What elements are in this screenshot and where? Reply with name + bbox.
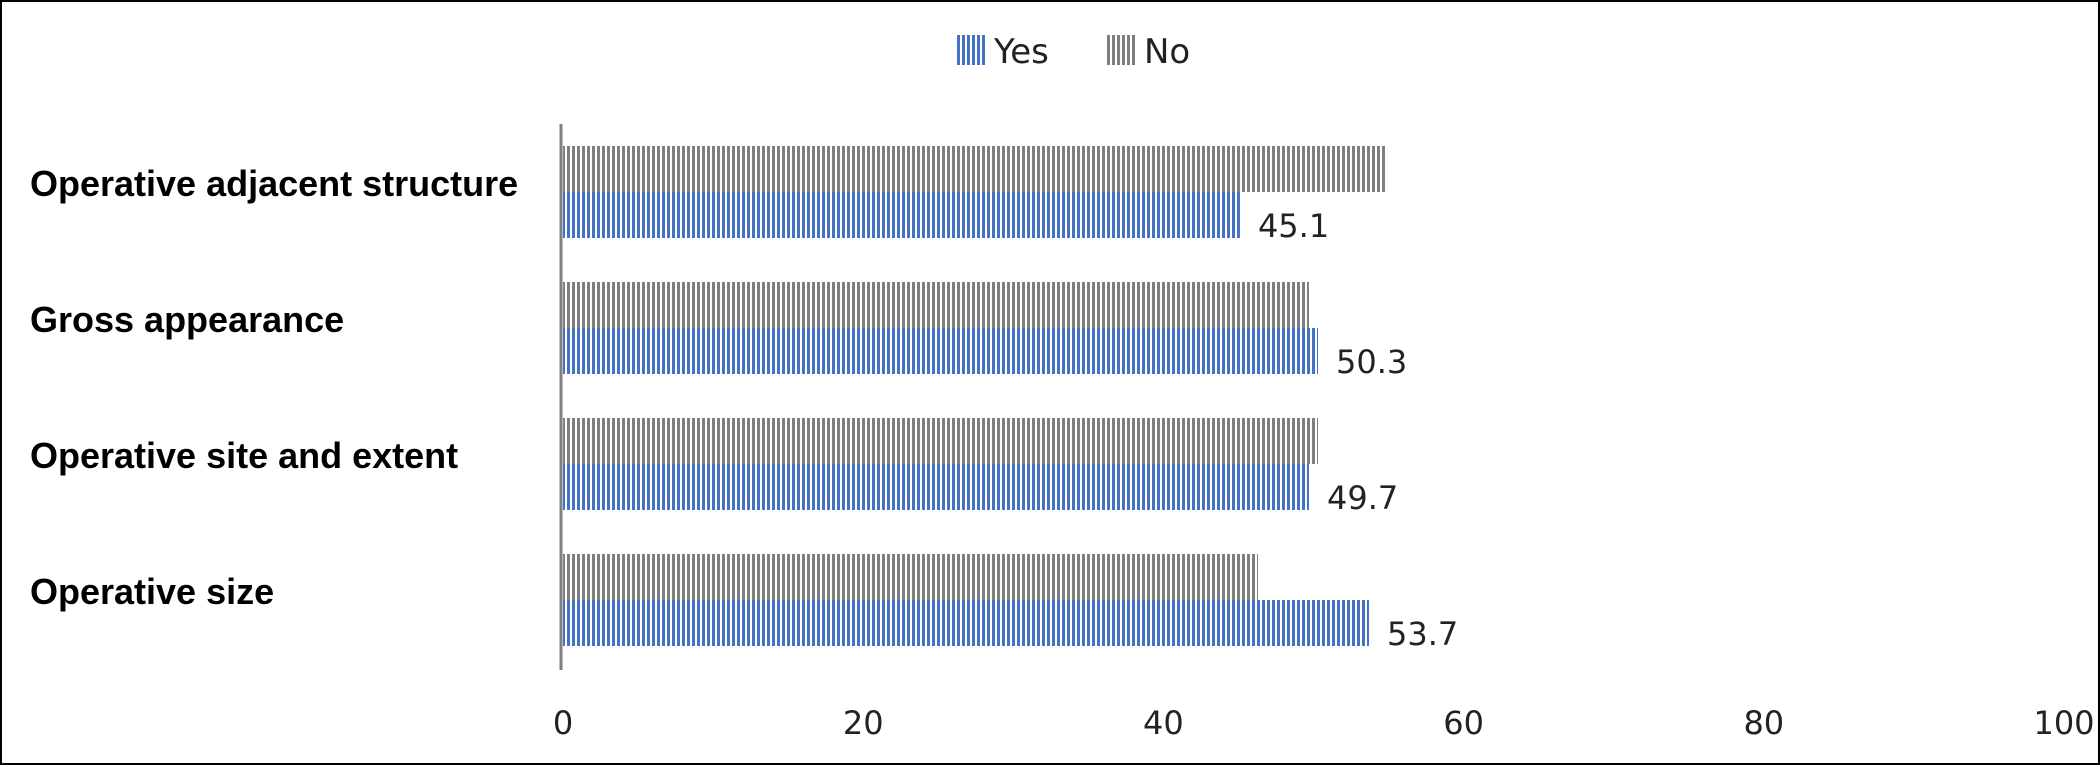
x-tick-labels: 0 20 40 60 80 100 [553,704,2095,742]
x-tick-label-1: 20 [843,704,884,742]
data-label-yes-0: 45.1 [1258,207,1329,245]
x-tick-label-3: 60 [1443,704,1484,742]
x-tick-label-5: 100 [2033,704,2094,742]
category-label-2: Operative site and extent [30,435,458,476]
bars-group [563,146,1388,646]
legend-swatch-yes [957,35,987,65]
bar-no-1 [563,282,1309,328]
bar-yes-1 [563,328,1319,374]
bar-no-3 [563,554,1258,600]
bar-yes-0 [563,192,1240,238]
legend-label-yes: Yes [993,32,1049,72]
category-label-1: Gross appearance [30,299,344,340]
data-label-yes-2: 49.7 [1327,479,1398,517]
legend-label-no: No [1144,32,1190,72]
bar-yes-3 [563,600,1370,646]
category-label-3: Operative size [30,571,274,612]
data-label-yes-3: 53.7 [1387,615,1458,653]
data-label-yes-1: 50.3 [1336,343,1407,381]
bar-yes-2 [563,464,1309,510]
category-labels: Operative adjacent structure Gross appear… [30,163,518,612]
x-tick-label-4: 80 [1743,704,1784,742]
x-tick-label-2: 40 [1143,704,1184,742]
bar-no-0 [563,146,1388,192]
data-labels: 45.1 50.3 49.7 53.7 [1258,207,1458,653]
x-tick-label-0: 0 [553,704,573,742]
legend-swatch-no [1107,35,1137,65]
bar-no-2 [563,418,1319,464]
legend: Yes No [957,32,1190,72]
category-label-0: Operative adjacent structure [30,163,518,204]
